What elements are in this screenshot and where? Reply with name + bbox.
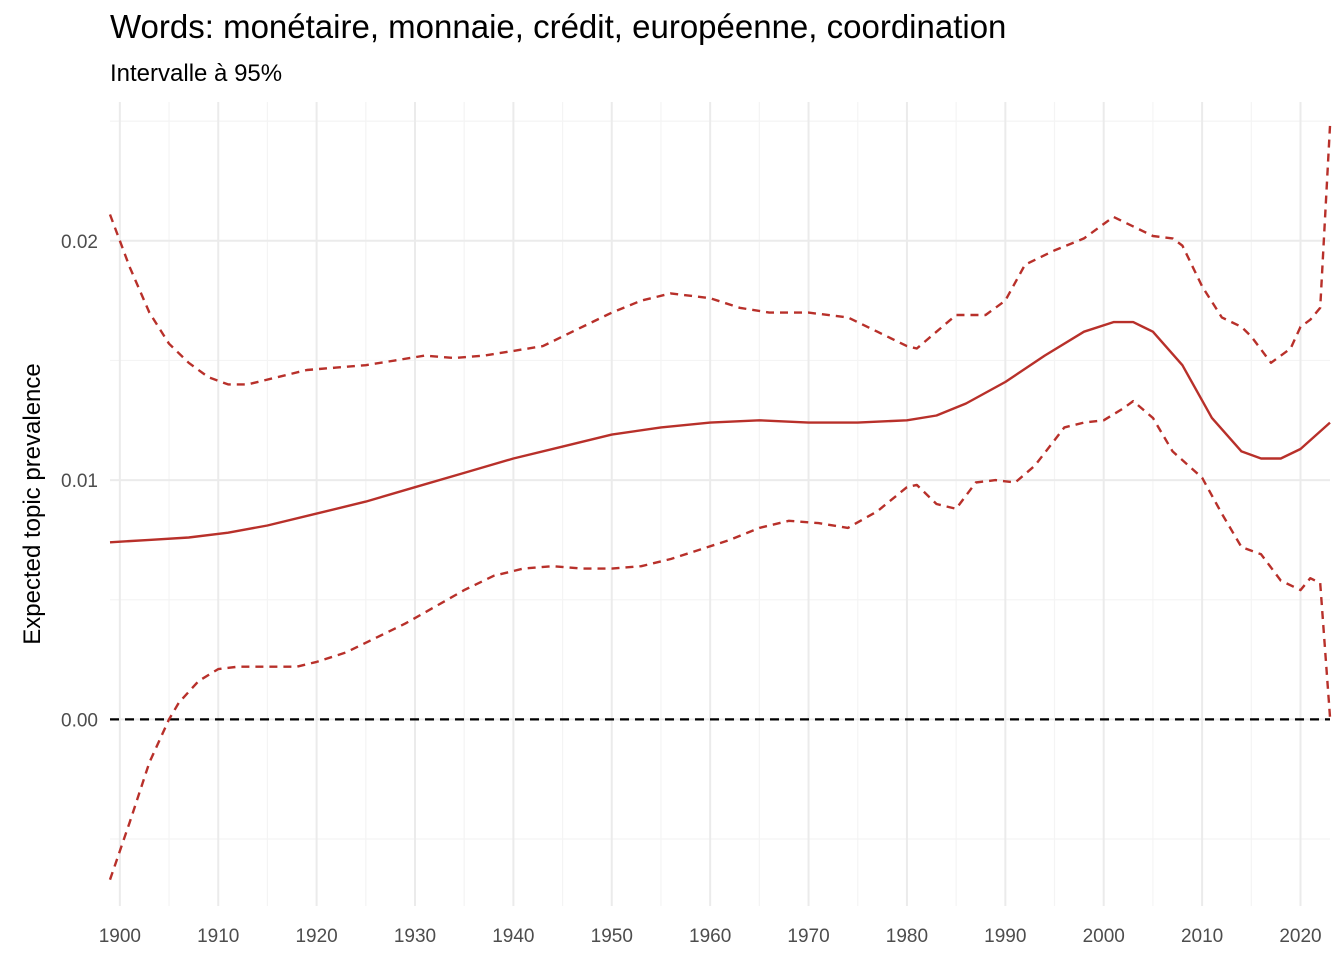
x-tick-label: 1950 [591,926,633,947]
x-tick-label: 1920 [295,926,337,947]
y-tick-label: 0.00 [61,710,98,731]
y-tick-label: 0.02 [61,232,98,253]
x-tick-label: 1960 [689,926,731,947]
x-tick-label: 1970 [787,926,829,947]
y-axis-ticks: 0.00 0.01 0.02 [61,232,98,732]
x-tick-label: 1940 [492,926,534,947]
y-axis-title: Expected topic prevalence [19,363,46,645]
x-tick-label: 1910 [197,926,239,947]
series-line-estimate [109,320,1331,544]
x-tick-label: 1900 [99,926,141,947]
y-tick-label: 0.01 [61,471,98,492]
chart-title: Words: monétaire, monnaie, crédit, europ… [110,8,1007,45]
x-tick-label: 1980 [886,926,928,947]
x-tick-label: 1990 [984,926,1026,947]
series-line-upper-95-bound [108,125,1332,386]
grid-lines [110,102,1330,906]
x-axis-ticks: 1900 1910 1920 1930 1940 1950 1960 1970 1980 1990… [99,926,1322,947]
x-tick-label: 2010 [1181,926,1223,947]
chart-subtitle: Intervalle à 95% [110,60,283,87]
x-tick-label: 2000 [1083,926,1125,947]
x-tick-label: 1930 [394,926,436,947]
data-series [108,125,1332,881]
x-tick-label: 2020 [1279,926,1321,947]
series-line-lower-95-bound [108,399,1332,881]
